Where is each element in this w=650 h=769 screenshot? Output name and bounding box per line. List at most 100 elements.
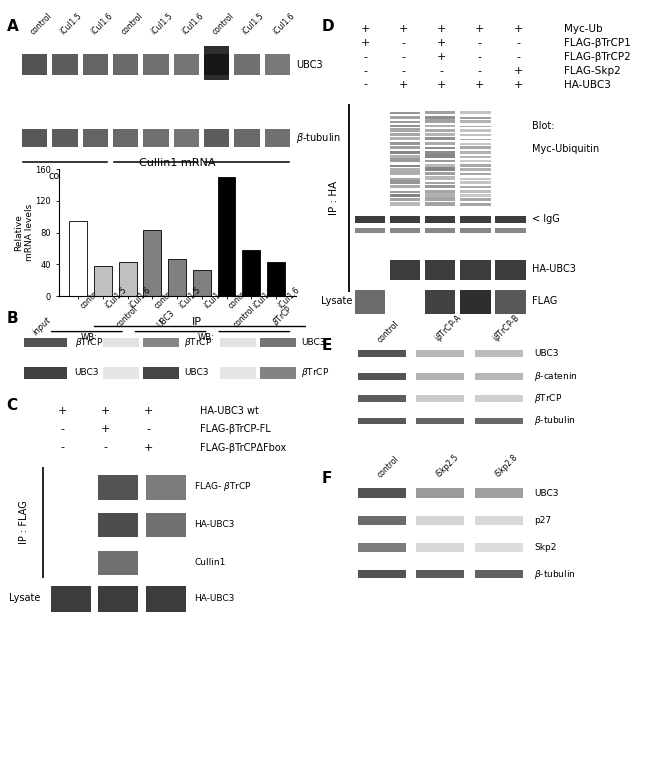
- Text: +: +: [144, 443, 153, 453]
- Bar: [495, 228, 526, 233]
- Bar: [390, 215, 421, 223]
- Bar: [425, 134, 456, 136]
- Bar: [358, 395, 406, 401]
- Bar: [358, 418, 406, 424]
- Bar: [358, 373, 406, 380]
- Bar: [358, 488, 406, 498]
- Text: -: -: [363, 52, 367, 62]
- Bar: [495, 290, 526, 315]
- Text: -: -: [60, 424, 64, 434]
- Bar: [261, 368, 296, 378]
- Bar: [390, 180, 421, 184]
- Bar: [52, 129, 78, 147]
- Text: $\beta$TrCP: $\beta$TrCP: [185, 336, 213, 349]
- Text: FLAG-Skp2: FLAG-Skp2: [564, 65, 621, 76]
- Text: Myc-Ubiquitin: Myc-Ubiquitin: [532, 144, 599, 154]
- Text: control: control: [376, 454, 401, 479]
- Text: FLAG-βTrCP2: FLAG-βTrCP2: [564, 52, 630, 62]
- Text: i$\beta$TrCP-B: i$\beta$TrCP-B: [490, 311, 523, 345]
- Bar: [460, 173, 491, 175]
- Text: UBC3: UBC3: [296, 60, 323, 70]
- Text: FLAG-βTrCP1: FLAG-βTrCP1: [564, 38, 630, 48]
- Bar: [460, 181, 491, 184]
- Bar: [416, 543, 464, 551]
- Bar: [83, 129, 108, 147]
- Text: Blot:: Blot:: [532, 122, 554, 131]
- Bar: [425, 151, 456, 154]
- Bar: [144, 230, 161, 296]
- Title: Cullin1 mRNA: Cullin1 mRNA: [139, 158, 215, 168]
- Bar: [425, 119, 456, 123]
- Text: +: +: [361, 24, 370, 35]
- Text: -: -: [60, 443, 64, 453]
- Text: +: +: [475, 24, 484, 35]
- Bar: [425, 190, 456, 193]
- Text: -: -: [402, 38, 406, 48]
- Bar: [98, 551, 138, 575]
- Text: IP: IP: [192, 317, 202, 327]
- Text: control: control: [48, 171, 82, 181]
- Bar: [146, 475, 186, 500]
- Bar: [358, 517, 406, 524]
- Bar: [220, 368, 255, 378]
- Text: +: +: [514, 79, 523, 90]
- Bar: [390, 142, 421, 145]
- Bar: [425, 260, 456, 280]
- Text: IP : HA: IP : HA: [329, 181, 339, 215]
- Bar: [460, 191, 491, 193]
- Bar: [425, 171, 456, 175]
- Bar: [355, 290, 385, 315]
- Bar: [425, 168, 456, 171]
- Bar: [265, 129, 290, 147]
- Bar: [113, 129, 138, 147]
- Text: input: input: [32, 315, 53, 337]
- Text: iCSN4: iCSN4: [142, 171, 170, 181]
- Bar: [390, 151, 421, 154]
- Bar: [390, 191, 421, 193]
- Text: iCul1.6: iCul1.6: [89, 12, 114, 37]
- Text: +: +: [399, 24, 408, 35]
- Text: -: -: [516, 38, 520, 48]
- Bar: [390, 165, 421, 167]
- Bar: [355, 228, 385, 233]
- Bar: [143, 54, 169, 75]
- Bar: [52, 54, 78, 75]
- Text: Cullin1: Cullin1: [194, 558, 226, 567]
- Bar: [416, 488, 464, 498]
- Text: -: -: [146, 424, 150, 434]
- Text: +: +: [437, 52, 447, 62]
- Bar: [103, 368, 138, 378]
- Bar: [425, 202, 456, 206]
- Bar: [390, 228, 421, 233]
- Text: +: +: [437, 38, 447, 48]
- Bar: [425, 160, 456, 162]
- Text: B: B: [6, 311, 18, 327]
- Bar: [416, 570, 464, 578]
- Bar: [460, 120, 491, 123]
- Text: $\beta$TrCP: $\beta$TrCP: [75, 336, 103, 349]
- Text: $\beta$TrCP: $\beta$TrCP: [534, 391, 563, 404]
- Bar: [390, 128, 421, 131]
- Text: Lysate: Lysate: [320, 296, 352, 307]
- Text: -: -: [516, 52, 520, 62]
- Text: iCul1.6: iCul1.6: [180, 12, 205, 37]
- Bar: [425, 125, 456, 128]
- Bar: [425, 111, 456, 115]
- Bar: [204, 45, 229, 80]
- Text: +: +: [437, 79, 447, 90]
- Text: FLAG- $\beta$TrCP: FLAG- $\beta$TrCP: [194, 481, 252, 493]
- Bar: [174, 54, 199, 75]
- Text: IP : FLAG: IP : FLAG: [20, 501, 29, 544]
- Text: -: -: [402, 65, 406, 76]
- Bar: [390, 158, 421, 162]
- Text: -: -: [363, 65, 367, 76]
- Bar: [119, 262, 136, 296]
- Bar: [474, 350, 523, 358]
- Text: UBC3: UBC3: [185, 368, 209, 378]
- Bar: [358, 570, 406, 578]
- Bar: [425, 290, 456, 315]
- Bar: [474, 543, 523, 551]
- Bar: [425, 215, 456, 223]
- Text: +: +: [361, 38, 370, 48]
- Text: HA-UBC3: HA-UBC3: [194, 594, 235, 603]
